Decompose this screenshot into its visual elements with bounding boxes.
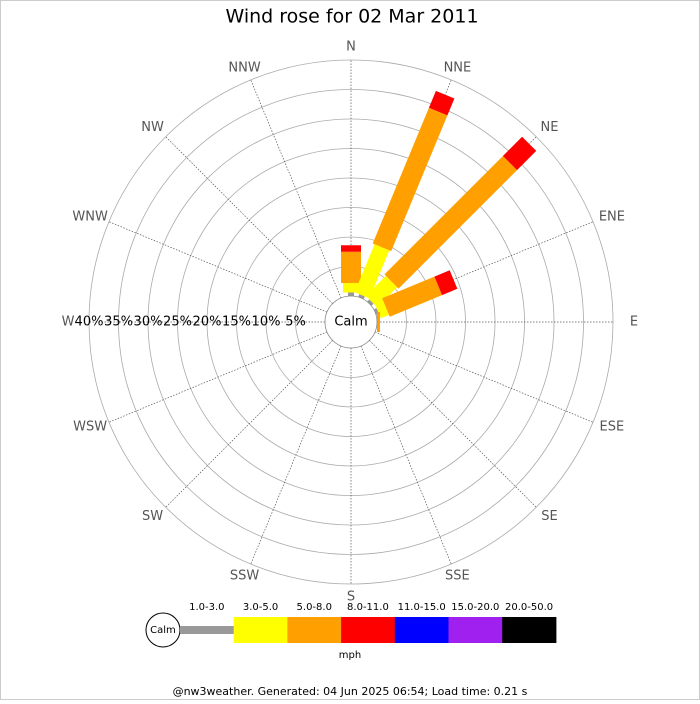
direction-label: W [62, 315, 75, 330]
direction-bars [365, 136, 537, 308]
bar-segment [382, 276, 443, 317]
calm-label: Calm [334, 315, 367, 330]
footer: @nw3weather. Generated: 04 Jun 2025 06:5… [173, 685, 528, 698]
bar-segment [367, 299, 374, 306]
bar-segment [374, 300, 389, 319]
direction-label: SW [142, 509, 163, 524]
legend-swatch [448, 617, 503, 643]
bar-segment [377, 312, 380, 332]
r-tick-label: 30% [134, 315, 163, 330]
legend-swatch [287, 617, 342, 643]
legend-swatch [341, 617, 396, 643]
direction-label: NNE [444, 60, 472, 75]
direction-label: N [346, 40, 356, 55]
spoke [108, 221, 328, 313]
legend-calm-label: Calm [150, 625, 176, 636]
direction-label: SSW [230, 569, 260, 584]
legend-label: 5.0-8.0 [297, 602, 332, 613]
r-tick-label: 25% [163, 315, 192, 330]
calm-circle [324, 295, 378, 349]
legend-swatch [502, 617, 557, 643]
r-tick-label: 20% [193, 315, 222, 330]
spoke [165, 136, 333, 304]
direction-label: ESE [600, 420, 625, 435]
direction-label: WNW [72, 209, 108, 224]
legend-label: 8.0-11.0 [347, 602, 389, 613]
unit-label: mph [339, 650, 361, 661]
direction-label: NW [141, 120, 164, 135]
legend-label: 20.0-50.0 [505, 602, 553, 613]
direction-bars [377, 312, 380, 332]
bar-segment [434, 270, 458, 296]
spoke [250, 79, 342, 299]
bar-segment [428, 90, 455, 116]
direction-label: NE [540, 120, 558, 135]
direction-label: SE [541, 509, 557, 524]
bar-segment [502, 136, 537, 171]
grid-ring [88, 59, 614, 585]
direction-label: S [347, 590, 355, 605]
direction-bars [341, 245, 361, 296]
spoke [108, 331, 328, 423]
bar-segment [372, 107, 448, 252]
spoke [369, 340, 537, 508]
spoke [250, 345, 342, 565]
bar-segment [348, 292, 354, 296]
bar-segment [343, 283, 359, 293]
legend-swatch [180, 626, 235, 634]
chart-title: Wind rose for 02 Mar 2011 [225, 6, 478, 28]
bar-segment [341, 245, 361, 252]
spoke [374, 331, 594, 423]
direction-label: SSE [445, 569, 470, 584]
bar-segment [358, 294, 365, 300]
grid-ring [118, 89, 584, 555]
spoke [165, 340, 333, 508]
legend-swatch [394, 617, 449, 643]
r-tick-label: 5% [285, 315, 306, 330]
direction-bars [373, 270, 458, 319]
bar-segment [341, 251, 361, 284]
bar-segment [365, 275, 398, 308]
legend-label: 11.0-15.0 [398, 602, 446, 613]
legend-label: 15.0-20.0 [451, 602, 499, 613]
direction-label: E [630, 315, 638, 330]
direction-label: ENE [599, 209, 625, 224]
bar-segment [354, 244, 390, 299]
legend-label: 1.0-3.0 [189, 602, 224, 613]
grid-ring [265, 236, 437, 408]
r-tick-label: 15% [222, 315, 251, 330]
legend-swatch [233, 617, 288, 643]
r-tick-label: 10% [252, 315, 281, 330]
spoke [360, 345, 452, 565]
bar-segment [384, 155, 518, 289]
direction-label: NNW [228, 60, 260, 75]
r-tick-label: 35% [104, 315, 133, 330]
r-tick-label: 40% [75, 315, 104, 330]
direction-bars [354, 90, 455, 300]
direction-label: WSW [73, 420, 107, 435]
legend-label: 3.0-5.0 [243, 602, 278, 613]
